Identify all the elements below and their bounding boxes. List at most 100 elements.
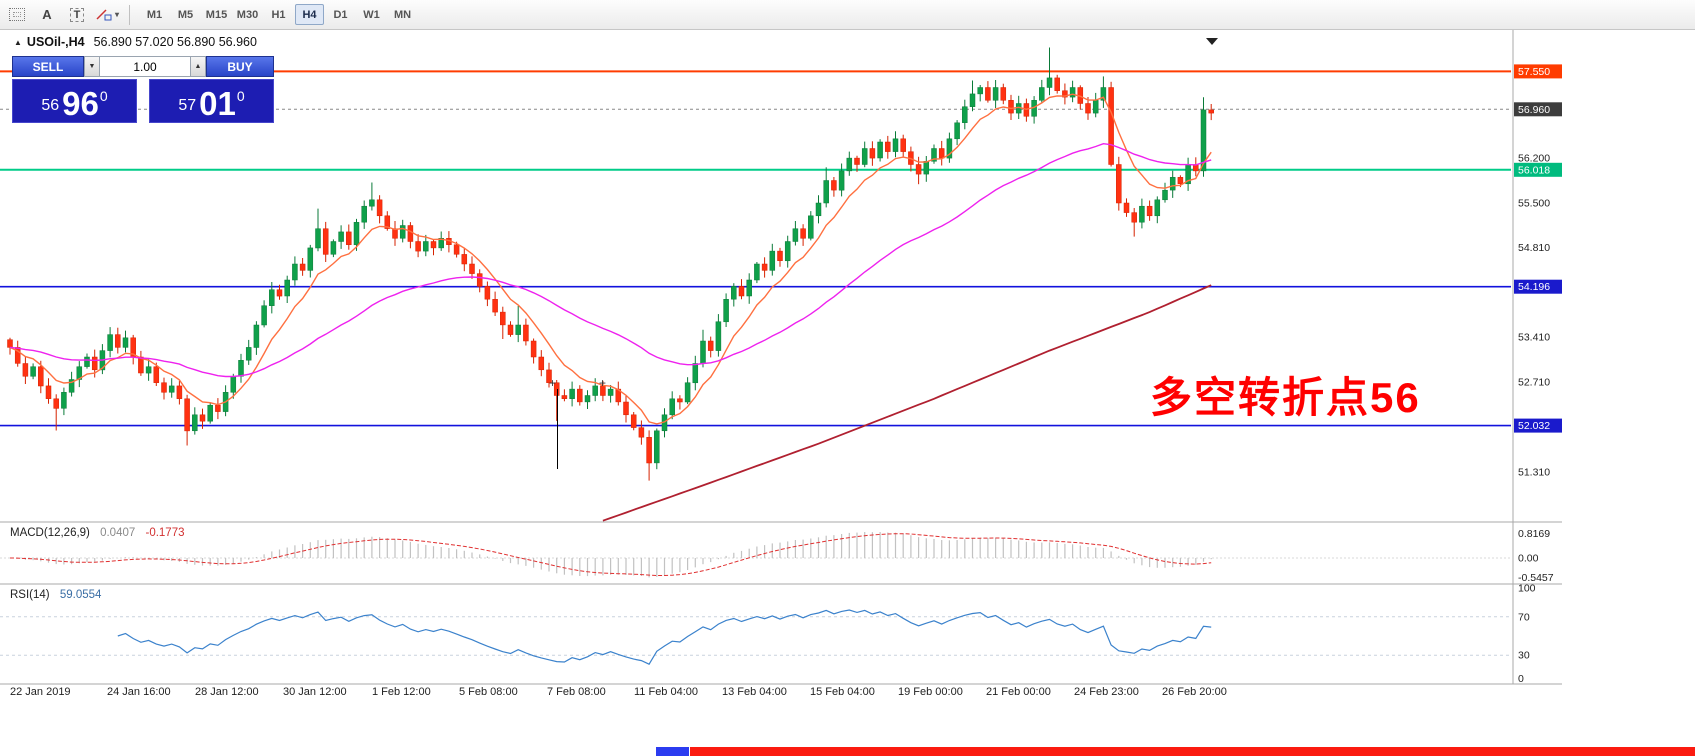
grid-tool-icon[interactable]: [4, 4, 30, 26]
candle-up: [1162, 189, 1168, 201]
timeframe-m1-button[interactable]: M1: [146, 8, 163, 21]
candle-up: [68, 379, 75, 393]
chart-text-annotation[interactable]: 多空转折点56: [1150, 374, 1421, 421]
timeframe-m5-button[interactable]: M5: [177, 8, 194, 21]
bottom-strip-blue: [656, 747, 689, 756]
grid-glyph-icon: [9, 8, 25, 21]
candle-down: [184, 398, 190, 432]
macd-signal-value: -0.1773: [145, 527, 184, 539]
candle-up: [30, 366, 36, 377]
candle-down: [538, 356, 545, 371]
candle-down: [38, 366, 44, 387]
candle-up: [1139, 205, 1145, 223]
candle-up: [353, 222, 360, 246]
candle-up: [168, 385, 175, 393]
date-label: 28 Jan 12:00: [195, 686, 259, 698]
bottom-strip-red: [690, 747, 1695, 756]
timeframe-h1-button[interactable]: H1: [271, 8, 286, 21]
candle-up: [207, 404, 213, 422]
vertical-line-object[interactable]: [557, 389, 558, 469]
candle-down: [1208, 109, 1214, 114]
sell-price-point: 0: [99, 88, 108, 104]
candle-down: [561, 395, 568, 399]
date-axis-layer: 22 Jan 2019 24 Jan 16:00 28 Jan 12:00 30 Ja…: [10, 686, 1227, 698]
price-tick-label: 51.310: [1518, 466, 1550, 478]
date-label: 24 Jan 16:00: [107, 686, 171, 698]
candle-down: [800, 228, 806, 239]
text-tool-icon[interactable]: A: [34, 4, 60, 26]
candle-down: [22, 363, 29, 377]
candle-up: [245, 347, 252, 361]
timeframe-m30-button[interactable]: M30: [236, 8, 259, 21]
text-label-tool-icon[interactable]: T: [64, 4, 90, 26]
candle-down: [869, 148, 876, 159]
macd-histogram: [17, 532, 1212, 578]
shapes-tool-icon[interactable]: ▾: [94, 4, 120, 26]
timeframe-group: M1 M5 M15 M30 H1 H4 D1 W1 MN: [139, 4, 418, 25]
candle-up: [946, 138, 953, 159]
candle-up: [684, 382, 691, 403]
candle-up: [823, 180, 829, 204]
candle-down: [1000, 87, 1007, 101]
buy-price-box[interactable]: 57 01 0: [149, 79, 274, 123]
candle-up: [1100, 87, 1107, 101]
candle-up: [923, 161, 930, 175]
candle-down: [523, 324, 529, 342]
timeframe-h4-button[interactable]: H4: [295, 4, 324, 25]
candle-up: [269, 289, 275, 306]
candle-down: [623, 401, 629, 416]
volume-input[interactable]: [100, 56, 190, 77]
candle-down: [384, 215, 391, 229]
chart-canvas[interactable]: 56.200 55.500 54.810 53.410 52.710 51.310 57.5…: [0, 30, 1695, 700]
one-click-collapse-icon[interactable]: ▲: [14, 38, 22, 47]
sell-price-prefix: 56: [41, 97, 60, 114]
price-badge: [1514, 418, 1562, 433]
candle-down: [322, 228, 329, 255]
timeframe-mn-button[interactable]: MN: [393, 8, 412, 21]
sell-button[interactable]: SELL: [12, 56, 84, 77]
date-label: 5 Feb 08:00: [459, 686, 518, 698]
toolbar-divider: [129, 4, 130, 25]
candle-up: [330, 241, 337, 255]
timeframe-w1-button[interactable]: W1: [363, 8, 380, 21]
buy-price-prefix: 57: [178, 97, 197, 114]
date-label: 19 Feb 00:00: [898, 686, 963, 698]
price-axis-layer: 56.200 55.500 54.810 53.410 52.710 51.310 57.5…: [1514, 64, 1562, 478]
volume-decrease-button[interactable]: ▼: [84, 56, 100, 77]
candle-up: [1069, 87, 1076, 98]
candle-down: [276, 289, 283, 297]
candle-down: [492, 299, 498, 313]
candle-up: [1169, 177, 1176, 191]
candle-down: [407, 225, 414, 242]
price-tick-label: 55.500: [1518, 198, 1550, 210]
sell-price-box[interactable]: 56 96 0: [12, 79, 137, 123]
candle-up: [145, 366, 152, 374]
chart-shift-marker-icon[interactable]: [1206, 38, 1218, 45]
candle-down: [630, 414, 637, 428]
macd-axis-label: 0.00: [1518, 553, 1539, 565]
candle-down: [1146, 205, 1153, 217]
macd-axis-label: 0.8169: [1518, 528, 1550, 540]
timeframe-m15-button[interactable]: M15: [205, 8, 228, 21]
macd-name: MACD(12,26,9): [10, 527, 90, 539]
candle-down: [91, 356, 98, 371]
candle-up: [423, 241, 429, 252]
candle-up: [992, 87, 999, 101]
macd-label: MACD(12,26,9) 0.0407 -0.1773: [10, 527, 185, 539]
candle-up: [784, 241, 791, 262]
volume-increase-button[interactable]: ▲: [190, 56, 206, 77]
price-badge: [1514, 279, 1562, 294]
order-controls-row: SELL ▼ ▲ BUY: [12, 56, 274, 77]
timeframe-d1-button[interactable]: D1: [333, 8, 348, 21]
candle-up: [515, 324, 521, 335]
buy-button[interactable]: BUY: [206, 56, 274, 77]
candle-up: [962, 106, 968, 123]
macd-main-value: 0.0407: [100, 527, 135, 539]
rsi-axis-label: 70: [1518, 611, 1530, 623]
candle-up: [792, 228, 799, 242]
candle-up: [700, 340, 706, 364]
macd-signal-line: [9, 533, 1212, 576]
candle-down: [138, 356, 144, 374]
rsi-name: RSI(14): [10, 589, 50, 601]
candle-up: [1092, 100, 1099, 114]
